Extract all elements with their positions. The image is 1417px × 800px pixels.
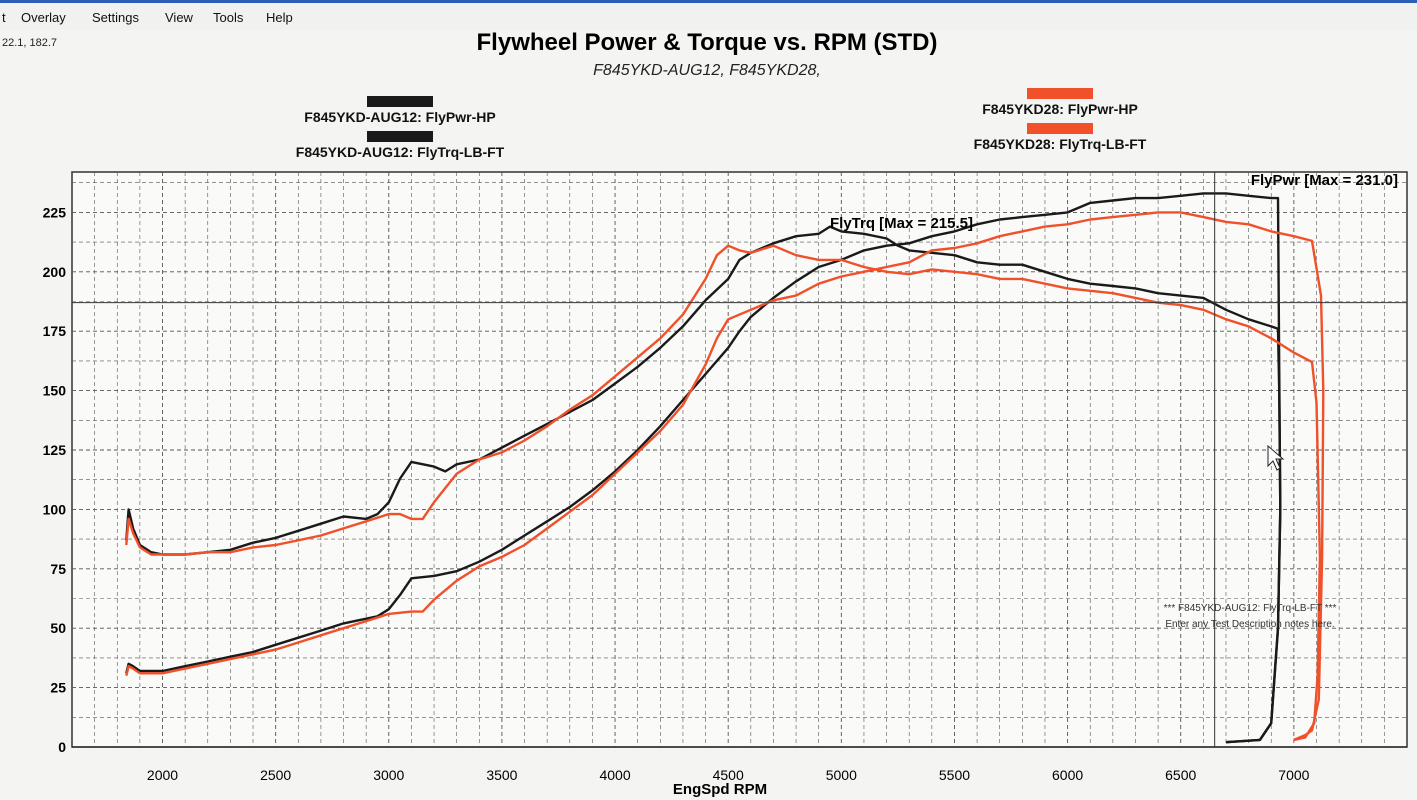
menu-item-settings[interactable]: Settings [92, 10, 139, 25]
trq-max-annotation: FlyTrq [Max = 215.5] [830, 215, 973, 232]
legend-left: F845YKD-AUG12: FlyPwr-HP F845YKD-AUG12: … [250, 96, 550, 166]
legend-label-aug12-trq: F845YKD-AUG12: FlyTrq-LB-FT [295, 144, 505, 160]
legend-label-yd28-pwr: F845YKD28: FlyPwr-HP [982, 101, 1138, 117]
note-line-1: *** F845YKD-AUG12: FlyTrq-LB-FT *** [1164, 603, 1337, 614]
y-tick-label: 75 [50, 561, 66, 577]
pwr-max-annotation: FlyPwr [Max = 231.0] [1251, 172, 1398, 189]
chart-title: Flywheel Power & Torque vs. RPM (STD) [477, 29, 938, 56]
y-tick-label: 225 [43, 204, 67, 220]
legend-label-yd28-trq: F845YKD28: FlyTrq-LB-FT [973, 136, 1147, 152]
y-tick-label: 50 [50, 620, 66, 636]
y-tick-label: 150 [43, 383, 67, 399]
menu-item-tools[interactable]: Tools [213, 10, 244, 25]
crosshair-cursor[interactable] [72, 172, 1407, 747]
legend-swatch-yd28-pwr [1027, 88, 1093, 99]
series-line-3 [125, 211, 1325, 742]
x-tick-label: 4000 [599, 767, 630, 783]
series-line-1 [125, 192, 1282, 744]
y-tick-label: 100 [43, 501, 67, 517]
legend-swatch-aug12-trq [367, 131, 433, 142]
note-line-2[interactable]: Enter any Test Description notes here. [1165, 619, 1334, 630]
menu-bar: t Overlay Settings View Tools Help [0, 0, 1417, 30]
x-tick-label: 6500 [1165, 767, 1196, 783]
x-tick-label: 3500 [486, 767, 517, 783]
menu-item-overlay[interactable]: Overlay [21, 10, 66, 25]
y-tick-label: 125 [43, 442, 67, 458]
x-tick-label: 3000 [373, 767, 404, 783]
x-tick-label: 5000 [826, 767, 857, 783]
mouse-pointer-icon [1267, 444, 1285, 471]
x-tick-label: 2500 [260, 767, 291, 783]
series-line-2 [125, 244, 1322, 742]
legend-swatch-aug12-pwr [367, 96, 433, 107]
legend-label-aug12-pwr: F845YKD-AUG12: FlyPwr-HP [304, 109, 496, 125]
x-tick-label: 6000 [1052, 767, 1083, 783]
legend-swatch-yd28-trq [1027, 123, 1093, 134]
y-tick-label: 25 [50, 680, 66, 696]
axis-ticks: 0 25 50 75 100 125 150 175 200 225 2000 2500 3000 350… [43, 204, 1407, 783]
plot-area [71, 171, 1408, 748]
menu-item-help[interactable]: Help [266, 10, 293, 25]
chart-subtitle: F845YKD-AUG12, F845YKD28, [593, 62, 821, 79]
legend-right: F845YKD28: FlyPwr-HP F845YKD28: FlyTrq-L… [920, 88, 1200, 158]
y-tick-label: 175 [43, 323, 67, 339]
series-line-0 [125, 225, 1282, 744]
x-tick-label: 2000 [147, 767, 178, 783]
cursor-readout: 22.1, 182.7 [2, 37, 58, 49]
y-tick-label: 200 [43, 264, 67, 280]
x-tick-label: 4500 [713, 767, 744, 783]
menu-item-view[interactable]: View [165, 10, 193, 25]
menu-item-edit[interactable]: t [2, 10, 6, 25]
series-group [125, 192, 1325, 744]
x-axis-label: EngSpd RPM [673, 781, 767, 798]
x-tick-label: 7000 [1278, 767, 1309, 783]
x-tick-label: 5500 [939, 767, 970, 783]
y-tick-label: 0 [58, 739, 66, 755]
